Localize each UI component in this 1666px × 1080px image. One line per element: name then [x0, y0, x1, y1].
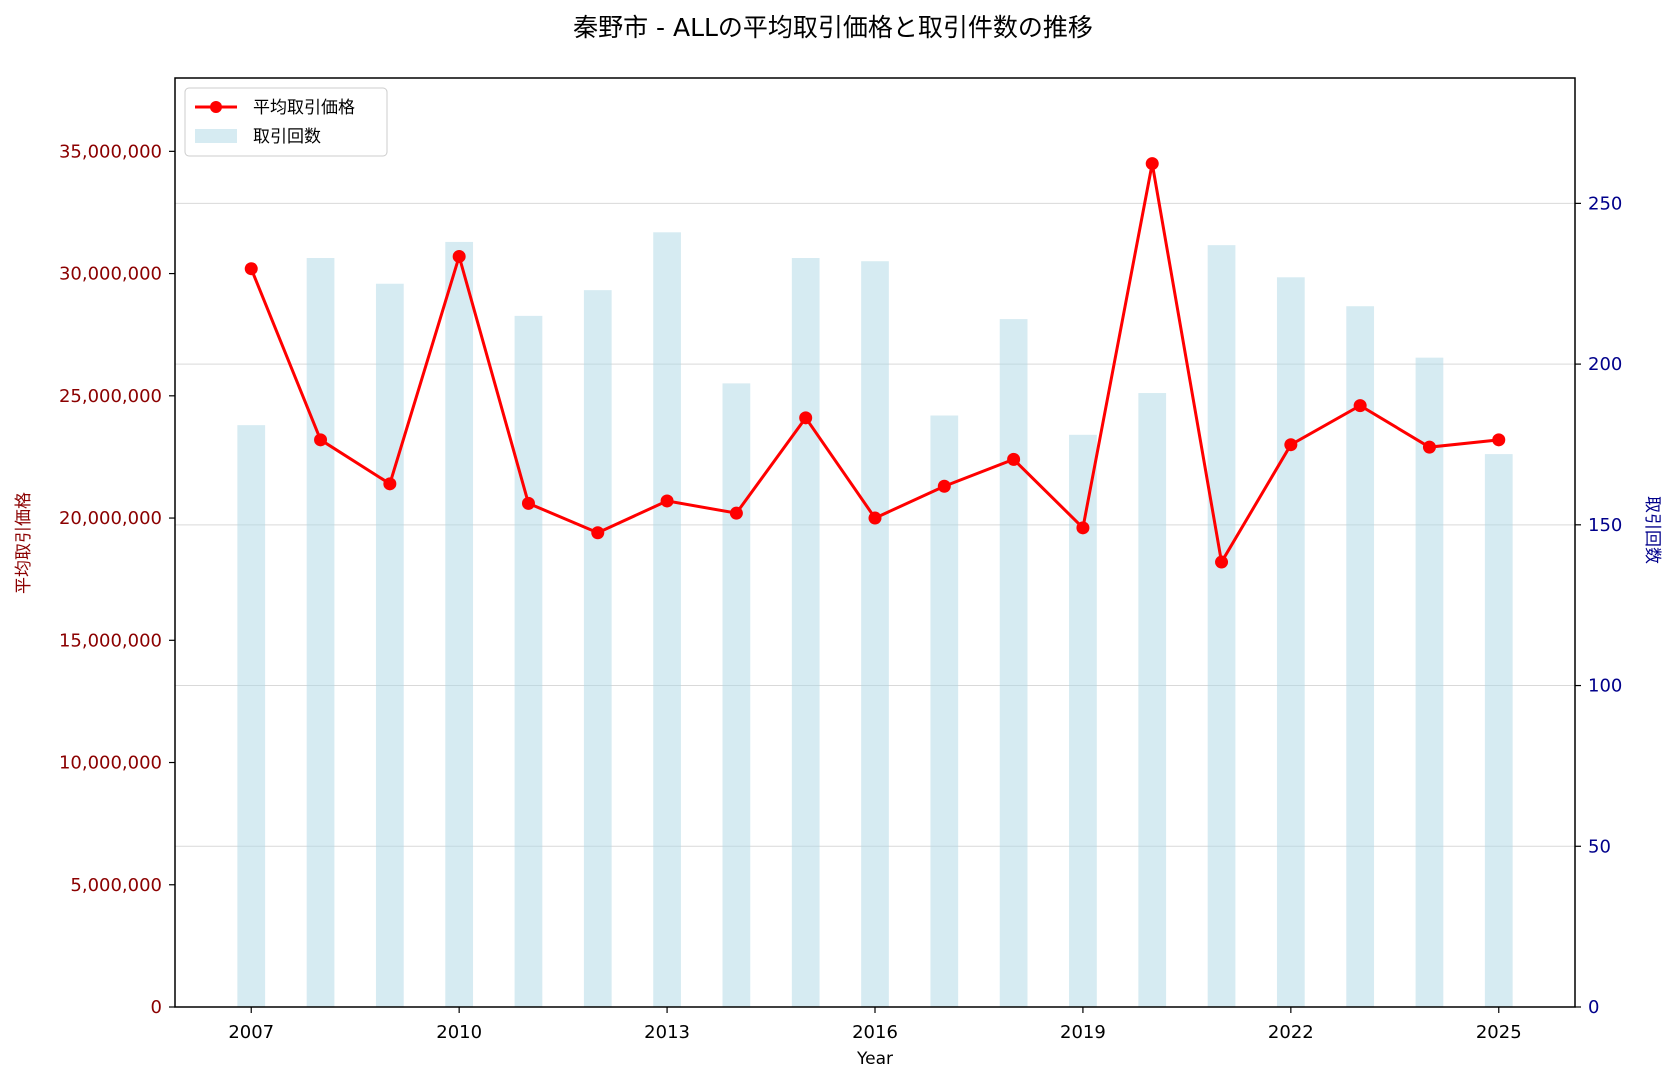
bar-count-2018: [999, 319, 1028, 1007]
price-point-2024: [1422, 440, 1436, 454]
price-point-2014: [729, 506, 743, 520]
left-tick-label: 25,000,000: [59, 386, 162, 407]
legend-bar-swatch: [195, 129, 237, 143]
left-tick-label: 20,000,000: [59, 508, 162, 529]
x-ticks: 2007 2010 2013 2016 2019 2022 2025: [228, 1007, 1522, 1043]
price-line: [244, 157, 1506, 569]
price-point-2016: [868, 511, 882, 525]
right-tick-label: 250: [1588, 193, 1622, 214]
price-point-2015: [799, 411, 813, 425]
bar-count-2010: [445, 241, 474, 1008]
bar-count-2020: [1138, 393, 1167, 1007]
price-point-2011: [521, 496, 535, 510]
price-point-2008: [314, 433, 328, 447]
price-point-2022: [1284, 438, 1298, 452]
left-tick-label: 10,000,000: [59, 753, 162, 774]
price-point-2021: [1215, 555, 1229, 569]
bar-count-2008: [306, 258, 335, 1007]
price-point-2023: [1353, 399, 1367, 413]
bar-count-2022: [1276, 277, 1305, 1007]
x-tick-label: 2019: [1060, 1022, 1106, 1043]
left-ticks: 0 5,000,000 10,000,000 15,000,000 20,000,000…: [59, 141, 175, 1018]
price-point-2010: [452, 249, 466, 263]
bar-count-2021: [1207, 245, 1236, 1008]
left-tick-label: 30,000,000: [59, 264, 162, 285]
x-tick-label: 2013: [644, 1022, 690, 1043]
right-tick-label: 50: [1588, 836, 1611, 857]
bar-count-2024: [1415, 357, 1444, 1007]
bar-count-2011: [514, 315, 543, 1007]
x-tick-label: 2022: [1268, 1022, 1314, 1043]
legend-marker-swatch: [210, 101, 222, 113]
right-tick-label: 100: [1588, 676, 1622, 697]
bar-count-2017: [930, 415, 959, 1007]
price-point-2009: [383, 477, 397, 491]
bar-count-2015: [791, 258, 820, 1007]
right-tick-label: 200: [1588, 354, 1622, 375]
x-tick-label: 2025: [1476, 1022, 1522, 1043]
left-axis-label: 平均取引価格: [14, 492, 34, 594]
x-tick-label: 2016: [852, 1022, 898, 1043]
price-point-2007: [244, 262, 258, 276]
bar-count-2016: [861, 261, 889, 1007]
bars: [237, 232, 1513, 1008]
x-axis-label: Year: [856, 1049, 893, 1069]
legend-label-count: 取引回数: [253, 127, 321, 147]
right-axis-label: 取引回数: [1642, 496, 1662, 564]
left-tick-label: 5,000,000: [70, 875, 162, 896]
left-tick-label: 0: [151, 997, 162, 1018]
price-point-2019: [1076, 521, 1090, 535]
price-point-2025: [1492, 433, 1506, 447]
bar-count-2023: [1346, 306, 1375, 1008]
bar-count-2025: [1484, 454, 1513, 1007]
price-point-2012: [591, 526, 605, 540]
right-tick-label: 0: [1588, 997, 1599, 1018]
right-ticks: 0 50 100 150 200 250: [1575, 193, 1622, 1018]
left-tick-label: 35,000,000: [59, 141, 162, 162]
price-point-2017: [937, 479, 951, 493]
chart-title: 秦野市 - ALLの平均取引価格と取引件数の推移: [573, 13, 1093, 42]
price-point-2020: [1145, 157, 1159, 171]
right-tick-label: 150: [1588, 515, 1622, 536]
bar-count-2014: [722, 383, 751, 1007]
price-point-2013: [660, 494, 674, 508]
bar-count-2009: [375, 283, 404, 1007]
bar-count-2013: [653, 232, 681, 1007]
legend-label-price: 平均取引価格: [253, 98, 355, 118]
price-point-2018: [1007, 452, 1021, 466]
bar-count-2012: [583, 290, 612, 1007]
x-tick-label: 2010: [436, 1022, 482, 1043]
bar-count-2007: [237, 425, 266, 1007]
x-tick-label: 2007: [228, 1022, 274, 1043]
legend: 平均取引価格 取引回数: [184, 87, 388, 157]
left-tick-label: 15,000,000: [59, 630, 162, 651]
